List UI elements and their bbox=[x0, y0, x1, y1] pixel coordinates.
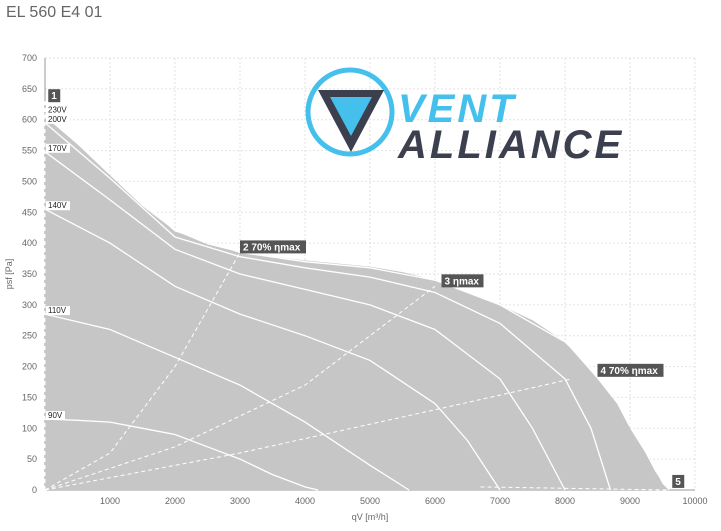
operating-envelope bbox=[45, 116, 669, 490]
y-axis-ticks: 0 50 100 150 200 250 300 350 400 450 500 550 600 650 7… bbox=[22, 53, 37, 495]
x-tick-label: 10000 bbox=[682, 496, 707, 506]
y-tick-label: 50 bbox=[27, 454, 37, 464]
series-line-90V bbox=[44, 418, 319, 491]
y-tick-label: 500 bbox=[22, 176, 37, 186]
efficiency-line bbox=[44, 378, 572, 491]
efficiency-line bbox=[44, 252, 241, 491]
y-axis-label: psf [Pa] bbox=[4, 259, 14, 290]
y-tick-label: 100 bbox=[22, 423, 37, 433]
x-tick-label: 8000 bbox=[555, 496, 575, 506]
series-label-110V: 110V bbox=[48, 306, 67, 315]
annotations: 1 2 70% ηmax 3 ηmax 4 70% ηmax 5 bbox=[48, 89, 685, 488]
x-tick-label: 9000 bbox=[620, 496, 640, 506]
annotation-label: 5 bbox=[675, 477, 681, 488]
voltage-curves bbox=[44, 113, 670, 491]
efficiency-lines bbox=[44, 101, 670, 491]
series-label-bg bbox=[46, 105, 70, 115]
x-tick-label: 7000 bbox=[490, 496, 510, 506]
y-tick-label: 650 bbox=[22, 84, 37, 94]
x-axis-label: qV [m³/h] bbox=[352, 512, 389, 522]
series-line-230V bbox=[44, 113, 670, 491]
annotation-bg bbox=[597, 363, 664, 377]
x-tick-label: 3000 bbox=[230, 496, 250, 506]
y-tick-label: 550 bbox=[22, 146, 37, 156]
logo-inner-triangle-icon bbox=[330, 97, 372, 136]
series-label-200V: 200V bbox=[48, 115, 67, 124]
series-label-bg bbox=[46, 306, 70, 316]
x-tick-label: 1000 bbox=[100, 496, 120, 506]
series-label-bg bbox=[46, 114, 70, 124]
efficiency-line bbox=[480, 486, 670, 491]
y-tick-label: 350 bbox=[22, 269, 37, 279]
series-label-90V: 90V bbox=[48, 411, 63, 420]
y-tick-label: 300 bbox=[22, 300, 37, 310]
series-line-110V bbox=[44, 313, 410, 491]
y-tick-label: 400 bbox=[22, 238, 37, 248]
series-label-140V: 140V bbox=[48, 201, 67, 210]
series-line-170V bbox=[44, 151, 566, 491]
annotation-bg bbox=[672, 474, 685, 488]
x-axis-ticks: 1000 2000 3000 4000 5000 6000 7000 8000 9000 1000… bbox=[100, 496, 708, 506]
logo-word-alliance: ALLIANCE bbox=[397, 123, 624, 167]
series-line-140V bbox=[44, 208, 501, 491]
series-label-bg bbox=[46, 201, 70, 211]
annotation-bg bbox=[441, 274, 484, 288]
y-tick-label: 700 bbox=[22, 53, 37, 63]
y-tick-label: 250 bbox=[22, 331, 37, 341]
series-label-bg bbox=[46, 143, 70, 153]
series-label-bg bbox=[46, 411, 65, 421]
chart-title: EL 560 E4 01 bbox=[6, 4, 103, 21]
y-tick-label: 450 bbox=[22, 207, 37, 217]
series-line-200V bbox=[44, 122, 612, 491]
series-label-230V: 230V bbox=[48, 106, 67, 115]
annotation-label: 1 bbox=[51, 91, 57, 102]
annotation-label: 4 70% ηmax bbox=[601, 366, 659, 377]
y-tick-label: 600 bbox=[22, 115, 37, 125]
series-label-170V: 170V bbox=[48, 144, 67, 153]
x-tick-label: 2000 bbox=[165, 496, 185, 506]
annotation-bg bbox=[48, 89, 61, 103]
logo-word-vent: VENT bbox=[398, 87, 517, 131]
annotation-bg bbox=[240, 240, 306, 254]
annotation-label: 3 ηmax bbox=[445, 276, 480, 287]
y-tick-label: 0 bbox=[32, 485, 37, 495]
y-tick-label: 200 bbox=[22, 362, 37, 372]
x-tick-label: 5000 bbox=[360, 496, 380, 506]
annotation-label: 2 70% ηmax bbox=[243, 242, 301, 253]
x-tick-label: 6000 bbox=[425, 496, 445, 506]
logo-ring-icon bbox=[305, 67, 395, 157]
y-tick-label: 150 bbox=[22, 392, 37, 402]
x-tick-label: 4000 bbox=[295, 496, 315, 506]
